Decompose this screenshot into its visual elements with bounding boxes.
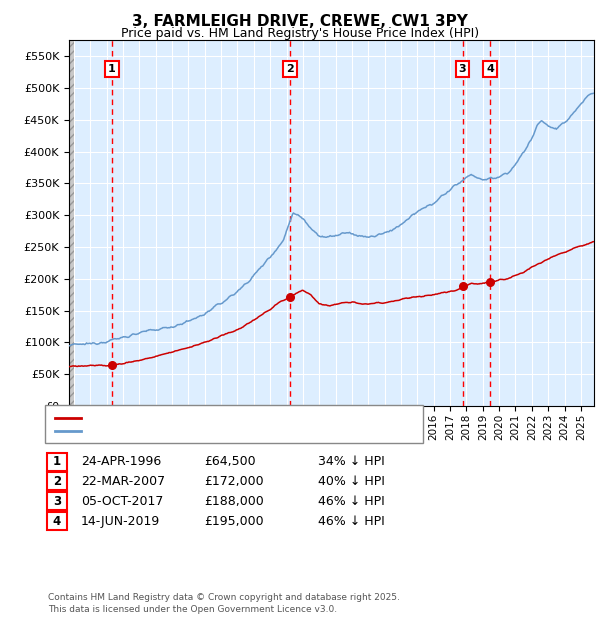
Text: 4: 4 [53, 515, 61, 528]
Text: £64,500: £64,500 [204, 456, 256, 468]
Text: 1: 1 [108, 64, 116, 74]
Text: 2: 2 [286, 64, 294, 74]
Text: 3: 3 [458, 64, 466, 74]
Text: 22-MAR-2007: 22-MAR-2007 [81, 476, 165, 488]
Text: 46% ↓ HPI: 46% ↓ HPI [318, 515, 385, 528]
Text: Contains HM Land Registry data © Crown copyright and database right 2025.
This d: Contains HM Land Registry data © Crown c… [48, 593, 400, 614]
Text: 3: 3 [53, 495, 61, 508]
Text: 46% ↓ HPI: 46% ↓ HPI [318, 495, 385, 508]
Text: 4: 4 [486, 64, 494, 74]
Text: 2: 2 [53, 476, 61, 488]
Text: 34% ↓ HPI: 34% ↓ HPI [318, 456, 385, 468]
Text: 14-JUN-2019: 14-JUN-2019 [81, 515, 160, 528]
Text: 1: 1 [53, 456, 61, 468]
Text: £195,000: £195,000 [204, 515, 263, 528]
Text: £188,000: £188,000 [204, 495, 264, 508]
Text: HPI: Average price, detached house, Cheshire East: HPI: Average price, detached house, Ches… [86, 426, 368, 436]
Text: Price paid vs. HM Land Registry's House Price Index (HPI): Price paid vs. HM Land Registry's House … [121, 27, 479, 40]
Text: 40% ↓ HPI: 40% ↓ HPI [318, 476, 385, 488]
Text: 3, FARMLEIGH DRIVE, CREWE, CW1 3PY (detached house): 3, FARMLEIGH DRIVE, CREWE, CW1 3PY (deta… [86, 413, 407, 423]
Text: 05-OCT-2017: 05-OCT-2017 [81, 495, 163, 508]
Text: £172,000: £172,000 [204, 476, 263, 488]
Text: 24-APR-1996: 24-APR-1996 [81, 456, 161, 468]
Bar [69, 40, 74, 406]
Text: 3, FARMLEIGH DRIVE, CREWE, CW1 3PY: 3, FARMLEIGH DRIVE, CREWE, CW1 3PY [132, 14, 468, 29]
